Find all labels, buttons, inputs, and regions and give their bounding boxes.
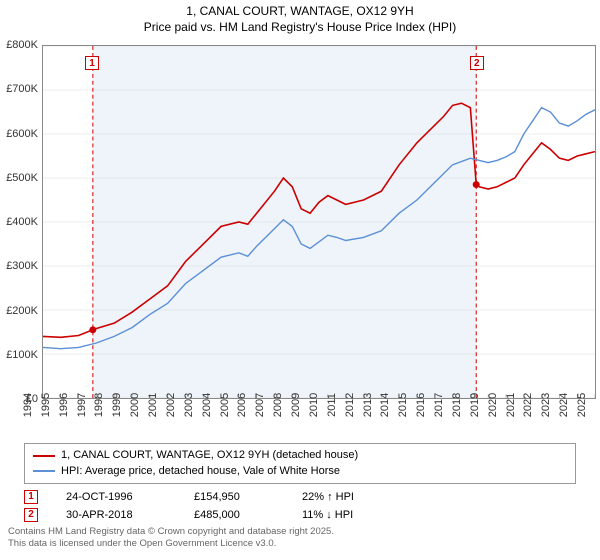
plot-area <box>42 45 596 399</box>
y-tick-label: £100K <box>0 349 38 361</box>
chart-marker-badge: 1 <box>85 56 99 70</box>
y-tick-label: £600K <box>0 128 38 140</box>
marker-date: 30-APR-2018 <box>66 509 166 521</box>
legend-item: HPI: Average price, detached house, Vale… <box>33 464 567 479</box>
marker-price: £154,950 <box>194 491 274 503</box>
marker-row: 1 24-OCT-1996 £154,950 22% ↑ HPI <box>24 490 576 504</box>
y-tick-label: £400K <box>0 216 38 228</box>
legend-swatch <box>33 470 55 472</box>
y-tick-label: £200K <box>0 305 38 317</box>
marker-price: £485,000 <box>194 509 274 521</box>
y-tick-label: £700K <box>0 83 38 95</box>
footer-line-2: This data is licensed under the Open Gov… <box>8 538 592 550</box>
footer: Contains HM Land Registry data © Crown c… <box>8 526 592 550</box>
marker-row: 2 30-APR-2018 £485,000 11% ↓ HPI <box>24 508 576 522</box>
marker-badge: 1 <box>24 490 38 504</box>
y-tick-label: £500K <box>0 172 38 184</box>
legend-swatch <box>33 455 55 457</box>
plot-svg <box>43 46 595 398</box>
chart-marker-badge: 2 <box>470 56 484 70</box>
x-tick-label: 2025 <box>576 393 600 417</box>
legend-label: 1, CANAL COURT, WANTAGE, OX12 9YH (detac… <box>61 448 358 463</box>
marker-date: 24-OCT-1996 <box>66 491 166 503</box>
marker-delta: 22% ↑ HPI <box>302 491 402 503</box>
chart-title: 1, CANAL COURT, WANTAGE, OX12 9YH Price … <box>0 0 600 37</box>
y-tick-label: £800K <box>0 39 38 51</box>
marker-delta: 11% ↓ HPI <box>302 509 402 521</box>
legend: 1, CANAL COURT, WANTAGE, OX12 9YH (detac… <box>24 443 576 484</box>
markers-table: 1 24-OCT-1996 £154,950 22% ↑ HPI 2 30-APR-201… <box>24 490 576 522</box>
title-line-2: Price paid vs. HM Land Registry's House … <box>0 20 600 36</box>
marker-badge: 2 <box>24 508 38 522</box>
y-tick-label: £300K <box>0 260 38 272</box>
title-line-1: 1, CANAL COURT, WANTAGE, OX12 9YH <box>0 4 600 20</box>
chart-area: £0£100K£200K£300K£400K£500K£600K£700K£80… <box>0 37 600 437</box>
legend-item: 1, CANAL COURT, WANTAGE, OX12 9YH (detac… <box>33 448 567 463</box>
legend-label: HPI: Average price, detached house, Vale… <box>61 464 340 479</box>
footer-line-1: Contains HM Land Registry data © Crown c… <box>8 526 592 538</box>
